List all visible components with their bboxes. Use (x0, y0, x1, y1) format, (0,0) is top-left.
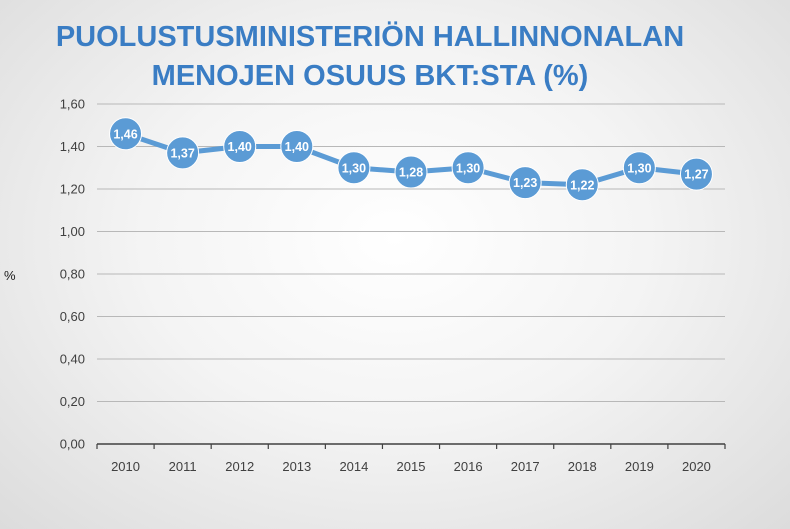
data-label: 1,46 (113, 127, 137, 141)
data-label: 1,37 (170, 146, 194, 160)
data-label: 1,40 (228, 140, 252, 154)
data-point (508, 166, 542, 200)
data-point (565, 168, 599, 202)
data-point (280, 130, 314, 163)
y-tick-label: 0,80 (60, 267, 85, 282)
y-tick-label: 1,60 (60, 97, 85, 112)
y-axis-label: % (4, 268, 16, 283)
y-tick-label: 0,60 (60, 309, 85, 324)
y-tick-label: 1,00 (60, 224, 85, 239)
x-tick-label: 2015 (397, 459, 426, 474)
data-label: 1,30 (342, 161, 366, 175)
y-tick-label: 1,40 (60, 139, 85, 154)
data-label: 1,28 (399, 166, 423, 180)
chart-title-line-1: PUOLUSTUSMINISTERIÖN HALLINNONALAN (55, 21, 685, 53)
data-label: 1,40 (285, 140, 309, 154)
data-label: 1,30 (627, 161, 651, 175)
data-point (394, 155, 428, 189)
data-point (679, 157, 713, 191)
x-tick-label: 2014 (339, 459, 368, 474)
data-point (223, 130, 257, 163)
x-tick-label: 2012 (225, 459, 254, 474)
x-tick-label: 2010 (111, 459, 140, 474)
x-tick-label: 2020 (682, 459, 711, 474)
data-label: 1,27 (684, 168, 708, 182)
x-tick-label: 2016 (454, 459, 483, 474)
x-tick-label: 2018 (568, 459, 597, 474)
y-tick-label: 1,20 (60, 182, 85, 197)
data-label: 1,22 (570, 178, 594, 192)
data-label: 1,23 (513, 176, 537, 190)
data-point (622, 151, 656, 185)
data-point (166, 136, 200, 170)
x-tick-label: 2011 (169, 459, 197, 474)
y-tick-label: 0,20 (60, 394, 85, 409)
chart-title: PUOLUSTUSMINISTERIÖN HALLINNONALAN MENOJ… (0, 18, 740, 96)
chart-title-line-2: MENOJEN OSUUS BKT:STA (%) (151, 60, 589, 92)
data-point (451, 151, 485, 185)
x-tick-label: 2019 (625, 459, 654, 474)
data-point (337, 151, 371, 185)
y-tick-label: 0,00 (60, 437, 85, 452)
data-label: 1,30 (456, 161, 480, 175)
y-tick-label: 0,40 (60, 352, 85, 367)
x-tick-label: 2013 (282, 459, 311, 474)
x-tick-label: 2017 (511, 459, 540, 474)
data-point (109, 117, 143, 151)
